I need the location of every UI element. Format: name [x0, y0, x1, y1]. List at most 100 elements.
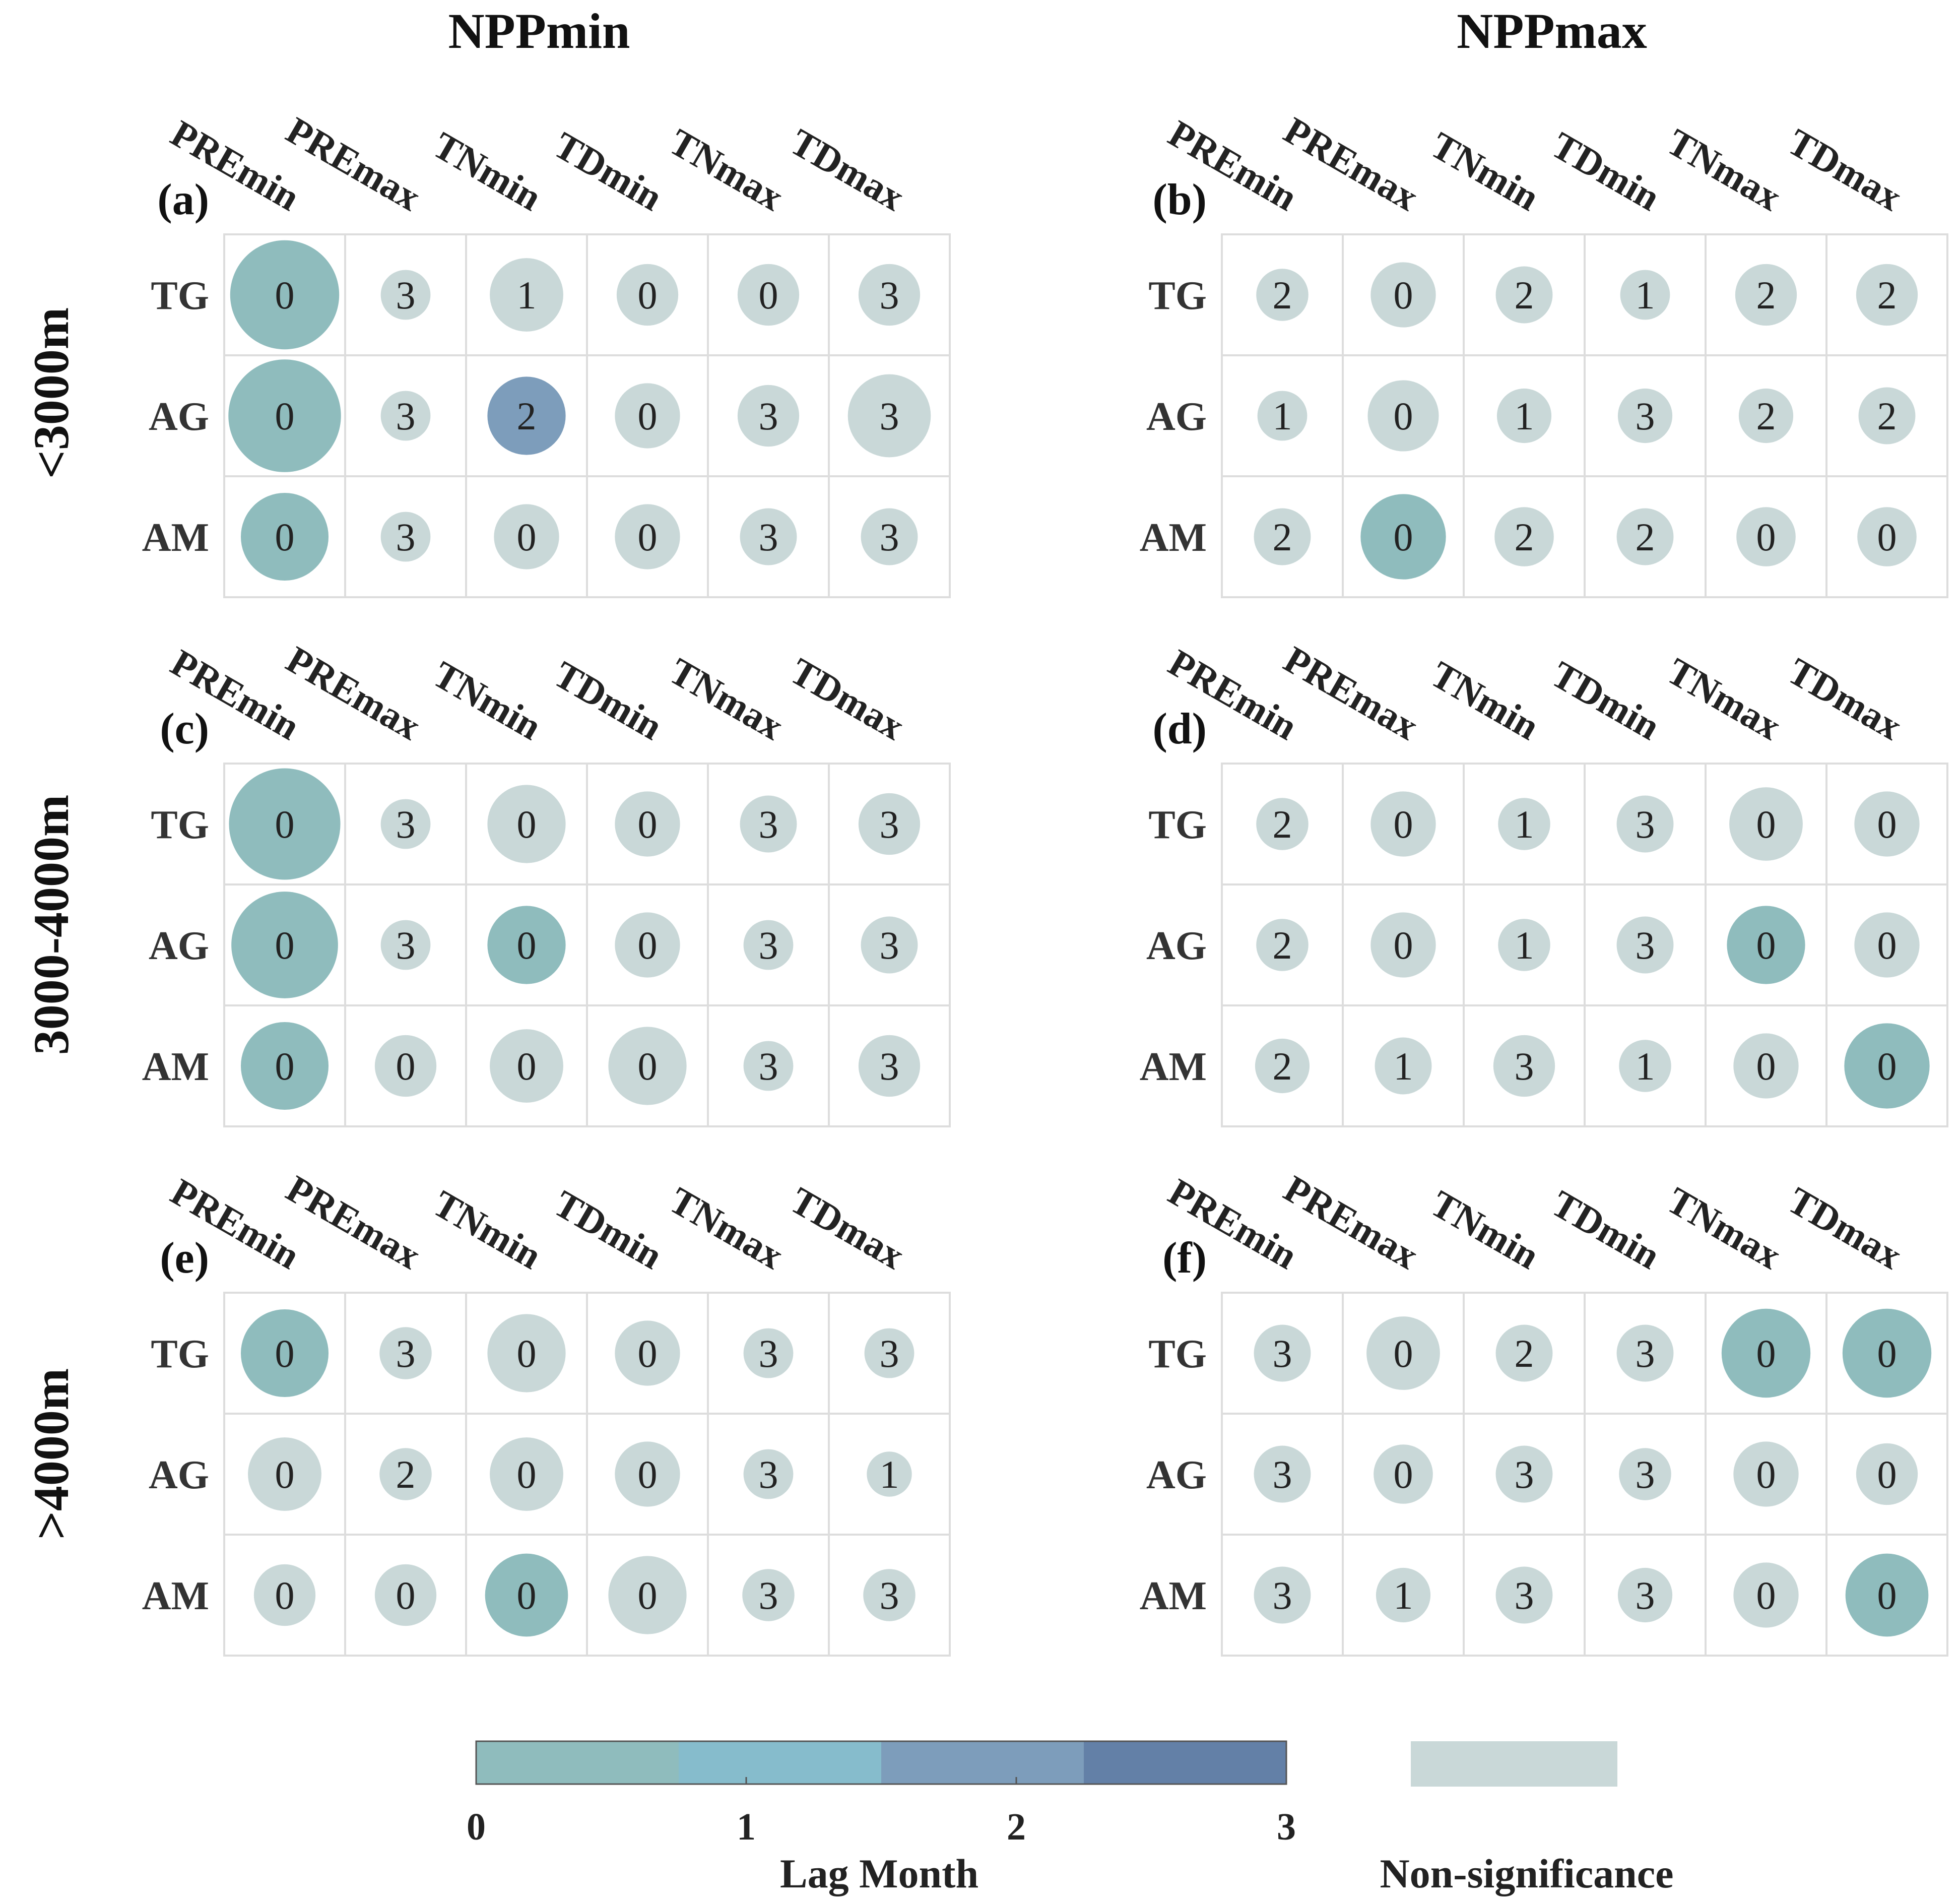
- bubble-value: 0: [517, 515, 537, 559]
- bubble: [490, 1029, 563, 1103]
- bubble-value: 3: [1636, 923, 1655, 967]
- bubble-value: 3: [1273, 1332, 1292, 1375]
- bubble-value: 2: [517, 394, 537, 438]
- bubble-value: 2: [396, 1452, 416, 1496]
- bubble: [1360, 494, 1446, 580]
- variable-label: PREmax: [1277, 638, 1425, 748]
- variable-label: TDmax: [1781, 650, 1909, 748]
- bubble: [240, 1022, 329, 1110]
- bubble-value: 0: [517, 1573, 537, 1617]
- bubble: [230, 240, 340, 350]
- bubble: [374, 1035, 437, 1097]
- bubble-value: 1: [1515, 394, 1534, 438]
- bubble: [380, 799, 431, 849]
- bubble-value: 3: [396, 273, 416, 317]
- category-label: TG: [151, 803, 209, 847]
- bubble-value: 3: [880, 515, 899, 559]
- bubble: [1256, 919, 1309, 971]
- bubble: [380, 920, 431, 970]
- bubble-value: 0: [1756, 515, 1776, 559]
- bubble: [1493, 1035, 1555, 1097]
- bubble-value: 0: [517, 802, 537, 846]
- bubble: [1256, 798, 1309, 850]
- panel-label: (e): [160, 1234, 209, 1283]
- bubble: [615, 383, 680, 449]
- bubble: [487, 785, 566, 863]
- bubble: [487, 1314, 566, 1392]
- bubble-value: 3: [1636, 1332, 1655, 1375]
- bubble-value: 0: [638, 1452, 658, 1496]
- row-title-3000-4000m: 3000-4000m: [23, 795, 79, 1055]
- bubble: [740, 508, 797, 565]
- variable-label: TNmax: [1660, 121, 1788, 219]
- bubble-value: 0: [1877, 1452, 1897, 1496]
- bubble: [1495, 1445, 1553, 1503]
- legend-colorbar-segment: [1084, 1741, 1286, 1784]
- bubble-value: 3: [880, 273, 899, 317]
- bubble: [1255, 1038, 1310, 1094]
- panel-label: (c): [160, 705, 209, 753]
- bubble-value: 3: [880, 1044, 899, 1088]
- panel-label: (a): [157, 175, 209, 224]
- bubble: [380, 391, 431, 441]
- bubble-value: 0: [275, 394, 295, 438]
- category-label: AM: [1140, 1045, 1207, 1089]
- bubble: [1370, 791, 1436, 857]
- bubble-value: 0: [638, 273, 658, 317]
- bubble-value: 0: [275, 273, 295, 317]
- panel-b: PREminPREmaxTNminTDminTNmaxTDmax(b)TGAGA…: [1140, 109, 1948, 598]
- bubble-value: 0: [1756, 802, 1776, 846]
- bubble: [1736, 507, 1796, 566]
- category-label: AM: [142, 516, 209, 560]
- bubble-value: 2: [1756, 273, 1776, 317]
- bubble-value: 3: [396, 802, 416, 846]
- category-label: AM: [142, 1045, 209, 1089]
- bubble: [615, 504, 680, 569]
- bubble: [1495, 1566, 1553, 1624]
- bubble: [379, 1327, 432, 1379]
- bubble: [737, 385, 800, 447]
- variable-label: TNmin: [1423, 653, 1546, 748]
- bubble-value: 0: [1877, 1332, 1897, 1375]
- bubble-value: 3: [396, 394, 416, 438]
- bubble: [374, 1564, 437, 1626]
- bubble: [1616, 1324, 1674, 1382]
- bubble-value: 3: [396, 1332, 416, 1375]
- bubble: [867, 1451, 912, 1497]
- bubble-value: 0: [638, 394, 658, 438]
- bubble-value: 2: [1877, 273, 1897, 317]
- variable-label: TDmax: [783, 121, 911, 219]
- variable-label: PREmax: [1277, 1167, 1425, 1277]
- bubble-value: 0: [638, 1332, 658, 1375]
- variable-label: TDmin: [547, 1182, 669, 1278]
- bubble: [1617, 1567, 1673, 1623]
- category-label: AG: [1146, 924, 1207, 968]
- bubble: [1735, 264, 1797, 326]
- bubble: [743, 1328, 794, 1378]
- bubble-value: 3: [759, 394, 778, 438]
- variable-label: TDmin: [1544, 124, 1667, 219]
- bubble: [1366, 1316, 1440, 1390]
- bubble-value: 3: [1636, 802, 1655, 846]
- non-significance-swatch: [1411, 1741, 1617, 1787]
- bubble-value: 0: [1877, 1573, 1897, 1617]
- panel-d: PREminPREmaxTNminTDminTNmaxTDmax(d)TGAGA…: [1140, 638, 1948, 1127]
- bubble: [1738, 388, 1794, 444]
- bubble: [1498, 798, 1550, 850]
- bubble: [861, 508, 918, 565]
- bubble-value: 3: [759, 923, 778, 967]
- bubble-value: 0: [275, 1044, 295, 1088]
- variable-label: TDmin: [1544, 1182, 1667, 1278]
- legend-tick-label: 3: [1277, 1806, 1296, 1848]
- bubble-value: 0: [638, 802, 658, 846]
- bubble: [240, 1309, 329, 1398]
- panel-label: (f): [1162, 1234, 1207, 1283]
- bubble: [240, 492, 329, 581]
- bubble-value: 0: [1877, 802, 1897, 846]
- bubble-value: 1: [880, 1452, 899, 1496]
- bubble: [1617, 388, 1673, 444]
- bubble-value: 0: [1394, 1332, 1413, 1375]
- bubble: [1727, 906, 1805, 984]
- bubble: [490, 1437, 563, 1511]
- category-label: TG: [151, 274, 209, 318]
